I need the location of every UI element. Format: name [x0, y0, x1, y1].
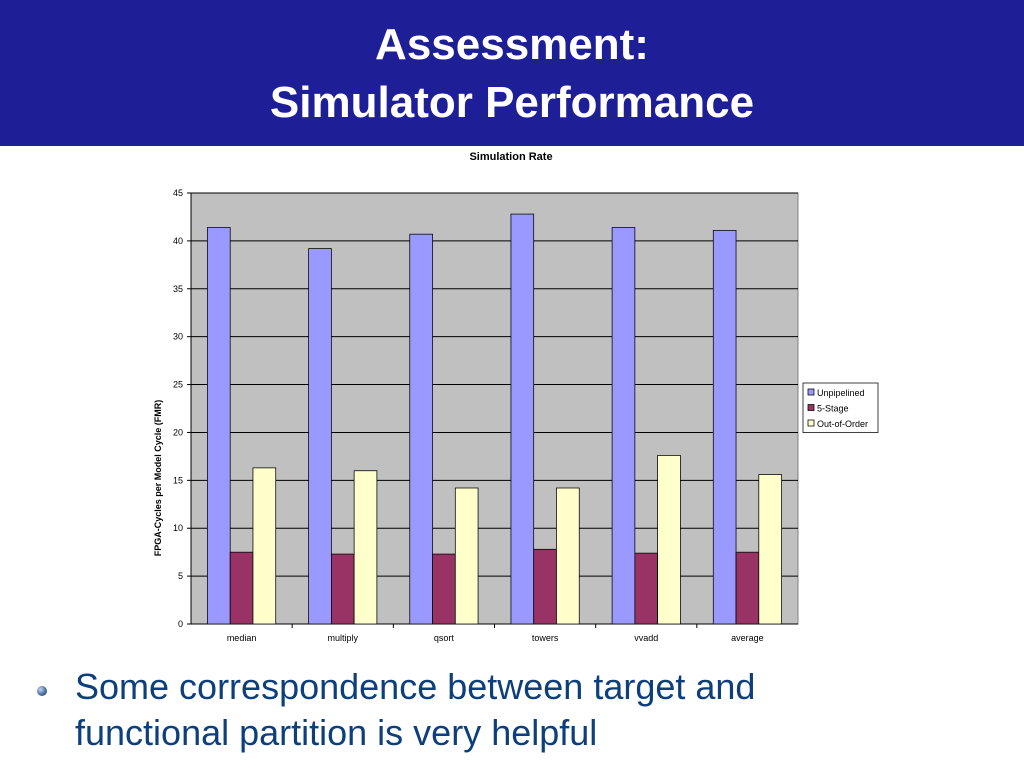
bar-5-stage-median	[229, 551, 254, 625]
bar-unpipelined-towers	[510, 213, 535, 625]
y-tick-label: 0	[178, 619, 183, 629]
legend-label: Out-of-Order	[817, 419, 868, 429]
slide-title-line-1: Assessment:	[375, 20, 649, 69]
y-tick-label: 10	[173, 523, 183, 533]
bar-unpipelined-average	[712, 229, 737, 625]
bar-unpipelined-median	[207, 227, 231, 625]
bar-out-of-order-vvadd	[657, 455, 681, 625]
legend-swatch	[807, 388, 815, 396]
y-tick-label: 35	[173, 284, 183, 294]
bar-5-stage-towers	[533, 548, 557, 625]
bar-out-of-order-multiply	[353, 470, 378, 625]
y-tick-label: 20	[173, 427, 183, 437]
bullet-line-1: Some correspondence between target and	[75, 666, 756, 707]
bar-unpipelined-multiply	[308, 248, 332, 625]
bar-5-stage-vvadd	[634, 552, 659, 625]
y-tick-label: 5	[178, 571, 183, 581]
bar-out-of-order-average	[758, 474, 782, 625]
y-tick-label: 15	[173, 475, 183, 485]
legend-label: Unpipelined	[817, 388, 865, 398]
bar-out-of-order-qsort	[454, 487, 479, 625]
y-tick-label: 25	[173, 380, 183, 390]
bar-unpipelined-qsort	[409, 233, 433, 625]
bullet-text: Some correspondence between target and f…	[75, 664, 995, 756]
x-tick-label: vvadd	[634, 633, 658, 643]
legend-swatch	[807, 404, 815, 411]
legend-swatch	[807, 419, 815, 427]
y-axis-label: FPGA-Cycles per Model Cycle (FMR)	[153, 400, 163, 557]
plot-area	[190, 192, 799, 625]
x-tick-label: median	[227, 633, 257, 643]
bar-5-stage-average	[735, 551, 760, 625]
y-tick-label: 45	[173, 188, 183, 198]
bullet-icon	[37, 686, 47, 696]
title-bar: Assessment: Simulator Performance	[0, 0, 1024, 146]
bar-unpipelined-vvadd	[611, 227, 636, 625]
simulation-rate-chart: Simulation Rate FPGA-Cycles per Model Cy…	[153, 151, 879, 643]
bar-out-of-order-towers	[556, 487, 580, 625]
bar-5-stage-qsort	[432, 553, 456, 625]
slide-title-line-2: Simulator Performance	[269, 78, 755, 127]
bar-out-of-order-median	[252, 467, 277, 625]
x-tick-label: multiply	[327, 633, 358, 643]
x-tick-label: average	[731, 633, 764, 643]
x-tick-label: towers	[532, 633, 559, 643]
chart-title: Simulation Rate	[469, 151, 552, 163]
x-tick-label: qsort	[434, 633, 455, 643]
y-tick-label: 40	[173, 236, 183, 246]
bar-5-stage-multiply	[330, 553, 355, 625]
bullet-line-2: functional partition is very helpful	[75, 712, 598, 753]
y-tick-label: 30	[173, 332, 183, 342]
legend	[802, 382, 879, 433]
legend-label: 5-Stage	[817, 404, 849, 414]
